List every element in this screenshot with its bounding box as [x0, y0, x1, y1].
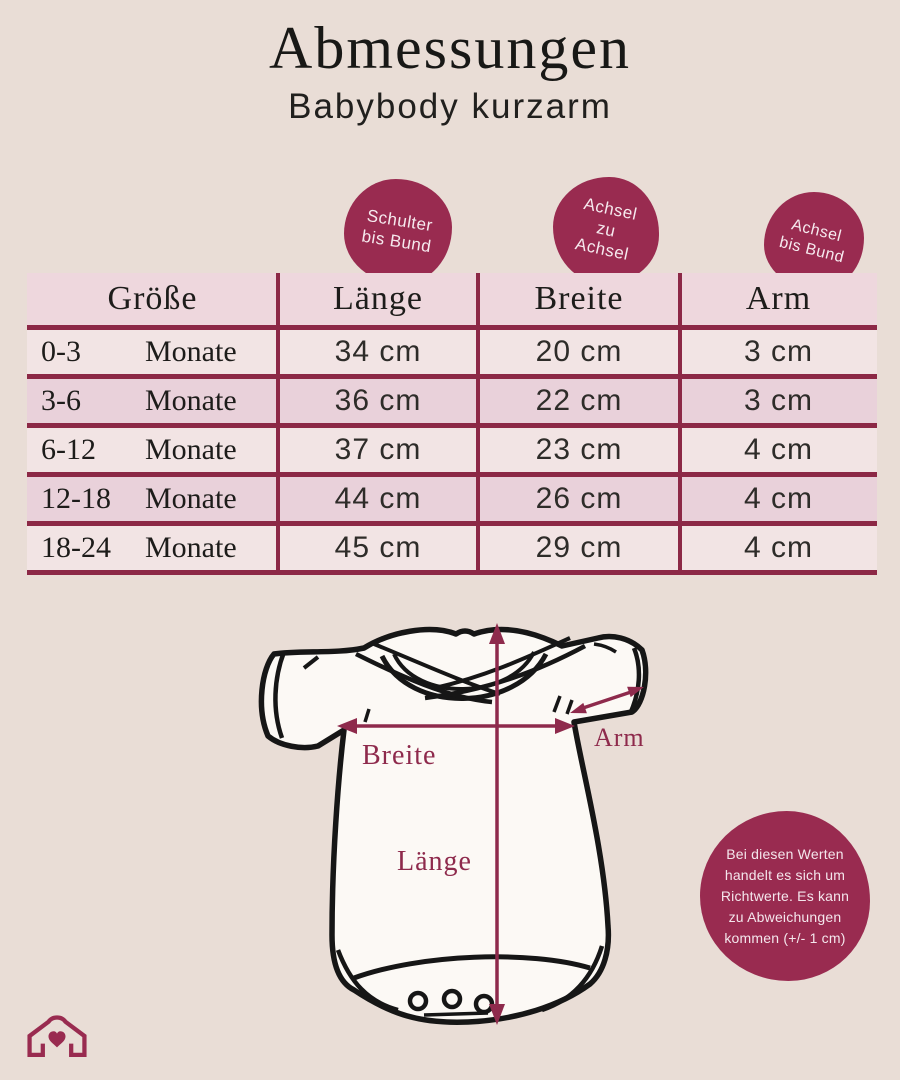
badge-text: Achsel zu Achsel: [573, 194, 638, 266]
measurement-table: Größe Länge Breite Arm 0-3 Monate 34 cm 20 …: [27, 273, 877, 575]
measurement-value: 44 cm: [334, 482, 422, 515]
page-title: Abmessungen: [269, 15, 631, 81]
disclaimer-text: Bei diesen Werten handelt es sich um Ric…: [720, 845, 850, 946]
size-unit: Monate: [145, 482, 237, 515]
table-header-row: Größe Länge Breite Arm: [27, 273, 877, 330]
size-cell: 0-3 Monate: [27, 330, 278, 374]
table-row: 12-18 Monate 44 cm 26 cm 4 cm: [27, 477, 877, 526]
size-unit: Monate: [145, 384, 237, 417]
measurement-value: 20 cm: [535, 335, 623, 368]
measurement-value: 3 cm: [743, 384, 813, 417]
size-unit: Monate: [145, 433, 237, 466]
table-row: 18-24 Monate 45 cm 29 cm 4 cm: [27, 526, 877, 575]
tshirt-heart-icon: [27, 1015, 87, 1058]
table-body: 0-3 Monate 34 cm 20 cm 3 cm 3-6 Monate 36 cm 22 …: [27, 330, 877, 575]
measurement-value: 4 cm: [743, 482, 813, 515]
table-divider: [476, 273, 480, 575]
measurement-value: 26 cm: [535, 482, 623, 515]
bodysuit-illustration-icon: [258, 623, 649, 1025]
column-header-groesse: Größe: [107, 280, 198, 317]
table-row: 3-6 Monate 36 cm 22 cm 3 cm: [27, 379, 877, 428]
table-divider: [276, 273, 280, 575]
size-range: 6-12: [41, 433, 96, 466]
laenge-label: Länge: [397, 846, 472, 877]
size-range: 12-18: [41, 482, 111, 515]
badge-schulter-bis-bund: Schulter bis Bund: [344, 179, 452, 284]
measurement-value: 36 cm: [334, 384, 422, 417]
measurement-value: 45 cm: [334, 531, 422, 564]
brand-logo: [22, 1010, 92, 1067]
size-unit: Monate: [145, 531, 237, 564]
laenge-arrow: [489, 623, 505, 1025]
arm-arrow: [570, 686, 644, 714]
column-header-laenge: Länge: [333, 280, 423, 317]
column-header-breite: Breite: [534, 280, 624, 317]
size-cell: 6-12 Monate: [27, 428, 278, 472]
badge-text: Achsel bis Bund: [777, 214, 851, 268]
column-header-arm: Arm: [745, 280, 812, 317]
measurement-value: 37 cm: [334, 433, 422, 466]
measurement-value: 22 cm: [535, 384, 623, 417]
measurement-value: 29 cm: [535, 531, 623, 564]
bodysuit-diagram: Breite Länge Arm: [240, 610, 680, 1034]
size-range: 0-3: [41, 335, 81, 368]
breite-label: Breite: [362, 740, 437, 771]
arm-label: Arm: [594, 723, 645, 752]
measurement-value: 3 cm: [743, 335, 813, 368]
size-unit: Monate: [145, 335, 237, 368]
disclaimer-badge: Bei diesen Werten handelt es sich um Ric…: [700, 811, 870, 981]
size-cell: 18-24 Monate: [27, 526, 278, 570]
table-divider: [678, 273, 682, 575]
measurement-value: 23 cm: [535, 433, 623, 466]
size-cell: 12-18 Monate: [27, 477, 278, 521]
badge-text: Schulter bis Bund: [360, 206, 436, 258]
measurement-value: 34 cm: [334, 335, 422, 368]
measurement-value: 4 cm: [743, 433, 813, 466]
table-row: 0-3 Monate 34 cm 20 cm 3 cm: [27, 330, 877, 379]
badge-achsel-zu-achsel: Achsel zu Achsel: [553, 177, 659, 284]
measurement-value: 4 cm: [743, 531, 813, 564]
page-header: Abmessungen Babybody kurzarm: [0, 14, 900, 127]
breite-arrow: [337, 718, 575, 734]
size-range: 3-6: [41, 384, 81, 417]
table-row: 6-12 Monate 37 cm 23 cm 4 cm: [27, 428, 877, 477]
size-cell: 3-6 Monate: [27, 379, 278, 423]
size-range: 18-24: [41, 531, 111, 564]
page-subtitle: Babybody kurzarm: [288, 87, 612, 126]
